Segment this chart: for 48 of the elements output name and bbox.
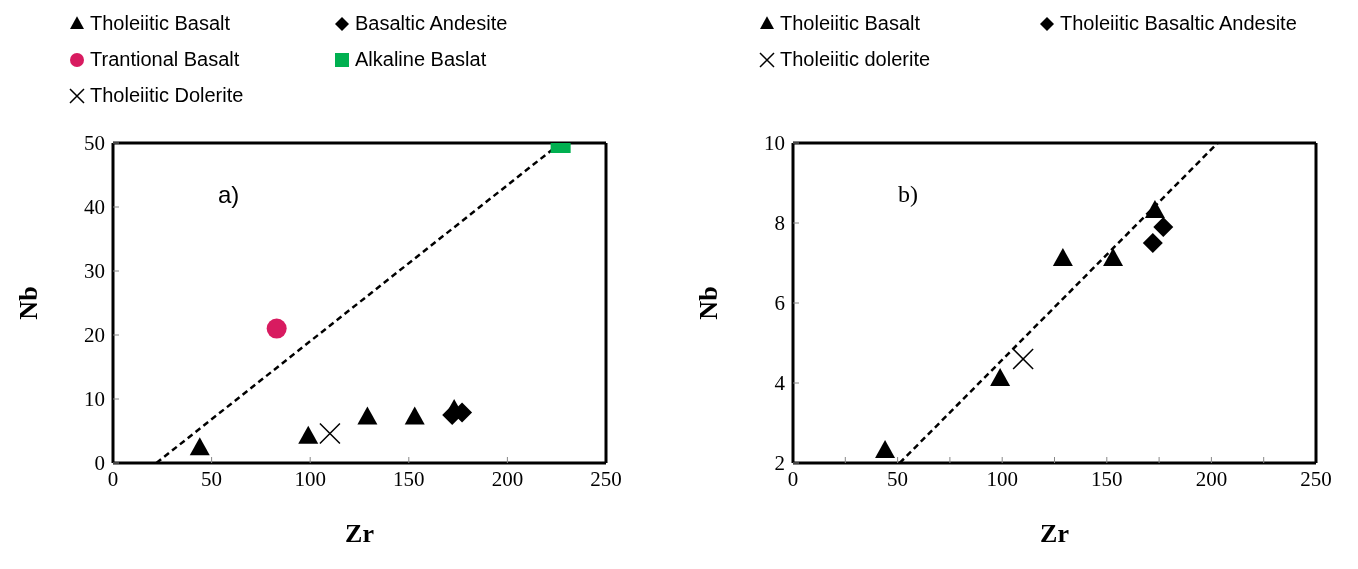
point	[1142, 233, 1163, 253]
x-tick-label: 50	[201, 466, 223, 491]
legend-label: Tholeiitic Basalt	[780, 11, 921, 35]
annotation: b)	[898, 181, 918, 208]
y-axis-title: Nb	[694, 286, 724, 320]
y-tick-label: 40	[84, 195, 105, 220]
y-tick-label: 50	[84, 131, 105, 156]
point	[266, 318, 287, 339]
point	[875, 440, 896, 458]
point	[298, 425, 319, 444]
y-tick-label: 20	[84, 323, 105, 348]
x-tick-label: 50	[887, 466, 909, 491]
x-tick-label: 150	[1091, 466, 1123, 491]
legend-label: Tholeiitic Basaltic Andesite	[1060, 11, 1297, 35]
point	[1052, 248, 1073, 266]
x-tick-label: 250	[1300, 466, 1332, 491]
y-tick-label: 2	[774, 451, 785, 476]
legend-label: Tholeiitic Basalt	[90, 11, 231, 35]
point	[189, 437, 210, 456]
legend-label: Alkaline Baslat	[355, 47, 487, 71]
y-tick-label: 10	[764, 131, 785, 156]
y-tick-label: 8	[774, 211, 785, 236]
point	[1103, 248, 1124, 266]
y-axis-title: Nb	[14, 286, 44, 320]
y-tick-label: 4	[774, 371, 786, 396]
x-tick-label: 100	[294, 466, 326, 491]
x-axis-title: Zr	[345, 519, 374, 548]
y-tick-label: 6	[774, 291, 785, 316]
y-tick-label: 30	[84, 259, 105, 284]
legend-label: Tholeiitic Dolerite	[90, 83, 244, 107]
x-tick-label: 100	[986, 466, 1018, 491]
legend-label: Basaltic Andesite	[355, 11, 508, 35]
annotation: a)	[218, 181, 240, 209]
point	[319, 422, 341, 445]
legend-label: Trantional Basalt	[90, 47, 240, 71]
x-tick-label: 150	[393, 466, 425, 491]
point	[1012, 348, 1034, 370]
legend-label: Tholeiitic dolerite	[780, 47, 931, 71]
x-tick-label: 250	[590, 466, 622, 491]
point	[990, 368, 1011, 386]
point	[357, 406, 378, 425]
y-tick-label: 10	[84, 387, 105, 412]
point	[1153, 217, 1174, 237]
point	[1144, 200, 1165, 218]
x-tick-label: 200	[1195, 466, 1228, 491]
x-tick-label: 200	[491, 466, 524, 491]
x-axis-title: Zr	[1040, 519, 1069, 548]
point	[404, 406, 425, 425]
